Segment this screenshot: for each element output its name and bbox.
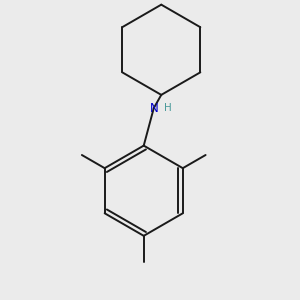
Text: H: H	[164, 103, 171, 113]
Text: N: N	[149, 102, 158, 115]
